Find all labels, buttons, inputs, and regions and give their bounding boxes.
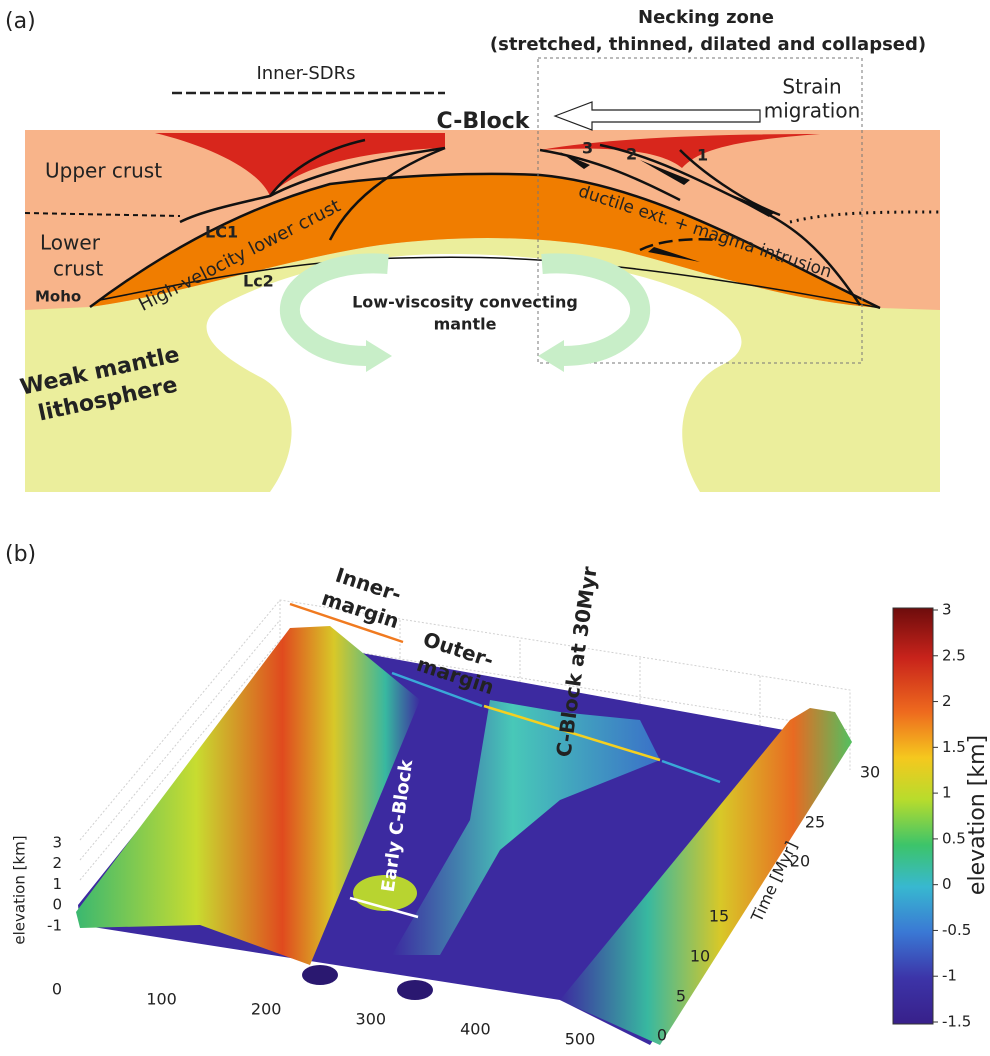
layer-label: crust: [53, 257, 103, 281]
time-tick-label: 0: [657, 1026, 667, 1045]
surface-trough: [397, 980, 433, 1000]
z-tick-label: -1: [47, 916, 62, 934]
strain-arrow: [555, 102, 760, 130]
time-tick-label: 10: [690, 947, 710, 966]
panel-a: (a) Necking zone (stretched, thinned, di…: [5, 7, 940, 492]
figure: (a) Necking zone (stretched, thinned, di…: [0, 0, 990, 1056]
colorbar-tick-label: 0.5: [942, 829, 966, 847]
panel-label: (b): [5, 542, 36, 567]
strain-label: Strain: [782, 75, 841, 99]
fault-number: 3: [582, 139, 593, 158]
inner-sdrs-label: Inner-SDRs: [256, 63, 355, 84]
x-tick-label: 200: [251, 1000, 282, 1019]
moho-label: Moho: [35, 288, 81, 306]
colorbar-tick-label: -0.5: [942, 921, 971, 939]
colorbar-tick-label: -1.5: [942, 1013, 971, 1031]
z-axis-label: elevation [km]: [11, 835, 29, 944]
colorbar-label: elevation [km]: [965, 735, 990, 895]
x-tick-label: 300: [356, 1010, 387, 1029]
panel-b: (b) Inner- margin Outer- margi: [5, 542, 990, 1045]
colorbar-tick-label: -1: [942, 967, 957, 985]
time-tick-label: 25: [805, 813, 825, 832]
necking-title: Necking zone: [638, 7, 774, 28]
x-tick-label: 100: [146, 990, 177, 1009]
time-tick-label: 20: [790, 852, 810, 871]
layer-label: Lower: [40, 231, 101, 255]
panel-label: (a): [5, 9, 36, 34]
colorbar-tick-label: 2: [942, 692, 952, 710]
colorbar-tick-label: 3: [942, 601, 952, 619]
x-tick-label: 0: [52, 980, 62, 999]
c-block-label: C-Block: [437, 109, 531, 134]
x-tick-label: 500: [565, 1030, 596, 1049]
fault-number: 1: [697, 146, 708, 165]
mantle-label: Low-viscosity convecting: [352, 293, 578, 312]
time-tick-label: 5: [676, 987, 686, 1006]
time-tick-label: 15: [709, 907, 729, 926]
colorbar-tick-label: 2.5: [942, 646, 966, 664]
z-tick-label: 2: [52, 854, 62, 872]
colorbar-tick-label: 1.5: [942, 738, 966, 756]
z-tick-label: 3: [52, 834, 62, 852]
x-tick-label: 400: [460, 1020, 491, 1039]
z-tick-label: 0: [52, 896, 62, 914]
colorbar-tick-label: 0: [942, 875, 952, 893]
lc2-label: Lc2: [243, 272, 274, 291]
surface-trough: [302, 965, 338, 985]
layer-label: Upper crust: [45, 159, 162, 183]
strain-label: migration: [764, 99, 861, 123]
time-tick-label: 30: [860, 763, 880, 782]
mantle-label: mantle: [434, 315, 497, 334]
lc1-label: LC1: [205, 223, 238, 242]
necking-subtitle: (stretched, thinned, dilated and collaps…: [490, 34, 926, 55]
colorbar-tick-label: 1: [942, 784, 952, 802]
fault-number: 2: [626, 145, 637, 164]
colorbar: [893, 608, 933, 1024]
z-tick-label: 1: [52, 875, 62, 893]
